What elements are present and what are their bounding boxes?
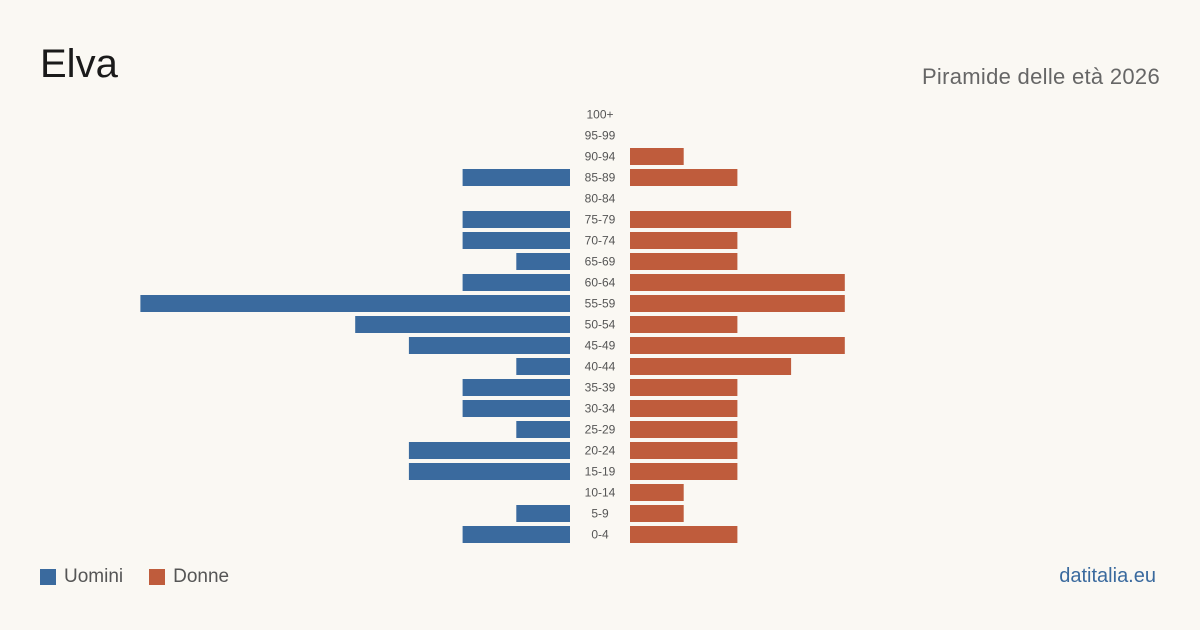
bar-men-45-49 [408, 337, 570, 354]
bar-men-20-24 [408, 442, 570, 459]
age-group-label: 40-44 [585, 360, 616, 374]
legend-swatch-men [40, 569, 56, 585]
bar-women-70-74 [630, 232, 738, 249]
age-group-label: 45-49 [585, 339, 616, 353]
bar-women-90-94 [630, 148, 684, 165]
bar-men-55-59 [140, 295, 570, 312]
bar-women-45-49 [630, 337, 845, 354]
age-group-label: 20-24 [585, 444, 616, 458]
age-group-label: 50-54 [585, 318, 616, 332]
bar-women-0-4 [630, 526, 738, 543]
bar-women-55-59 [630, 295, 845, 312]
age-group-label: 80-84 [585, 192, 616, 206]
chart-subtitle: Piramide delle età 2026 [921, 64, 1160, 89]
bar-women-85-89 [630, 169, 738, 186]
age-group-label: 35-39 [585, 381, 616, 395]
page-title: Elva [40, 42, 118, 86]
bar-men-50-54 [355, 316, 570, 333]
bar-men-25-29 [516, 421, 570, 438]
bar-women-20-24 [630, 442, 738, 459]
age-group-label: 75-79 [585, 213, 616, 227]
bar-women-15-19 [630, 463, 738, 480]
age-group-label: 100+ [586, 108, 613, 122]
bar-men-60-64 [462, 274, 570, 291]
bar-women-40-44 [630, 358, 792, 375]
bar-men-30-34 [462, 400, 570, 417]
age-group-label: 55-59 [585, 297, 616, 311]
bar-women-5-9 [630, 505, 684, 522]
bar-men-0-4 [462, 526, 570, 543]
age-group-label: 5-9 [591, 507, 609, 521]
age-group-label: 70-74 [585, 234, 616, 248]
bar-men-35-39 [462, 379, 570, 396]
legend-item-women: Donne [149, 566, 229, 588]
bar-men-75-79 [462, 211, 570, 228]
bar-men-40-44 [516, 358, 570, 375]
population-pyramid-chart: 100+ 95-99 90-94 85-89 80-84 75-79 70-74 65-69 6… [140, 108, 845, 543]
age-group-label: 95-99 [585, 129, 616, 143]
legend-item-men: Uomini [40, 566, 123, 588]
brand-link[interactable]: datitalia.eu [1059, 565, 1156, 587]
bar-women-50-54 [630, 316, 738, 333]
bar-women-35-39 [630, 379, 738, 396]
age-group-label: 25-29 [585, 423, 616, 437]
bar-men-85-89 [462, 169, 570, 186]
bar-women-65-69 [630, 253, 738, 270]
legend-label-women: Donne [173, 566, 230, 587]
bar-men-65-69 [516, 253, 570, 270]
age-group-label: 90-94 [585, 150, 616, 164]
bar-men-70-74 [462, 232, 570, 249]
age-group-label: 15-19 [585, 465, 616, 479]
bar-men-15-19 [408, 463, 570, 480]
bar-women-30-34 [630, 400, 738, 417]
age-group-label: 30-34 [585, 402, 616, 416]
age-group-label: 10-14 [585, 486, 616, 500]
age-group-label: 60-64 [585, 276, 616, 290]
legend-swatch-women [149, 569, 166, 585]
bar-women-25-29 [630, 421, 738, 438]
bar-women-10-14 [630, 484, 684, 501]
bar-men-5-9 [516, 505, 570, 522]
bar-women-60-64 [630, 274, 845, 291]
chart-legend: Uomini Donne [40, 566, 229, 588]
legend-label-men: Uomini [64, 566, 124, 587]
bar-women-75-79 [630, 211, 792, 228]
age-group-label: 65-69 [585, 255, 616, 269]
age-group-label: 85-89 [585, 171, 616, 185]
age-group-label: 0-4 [591, 528, 609, 542]
